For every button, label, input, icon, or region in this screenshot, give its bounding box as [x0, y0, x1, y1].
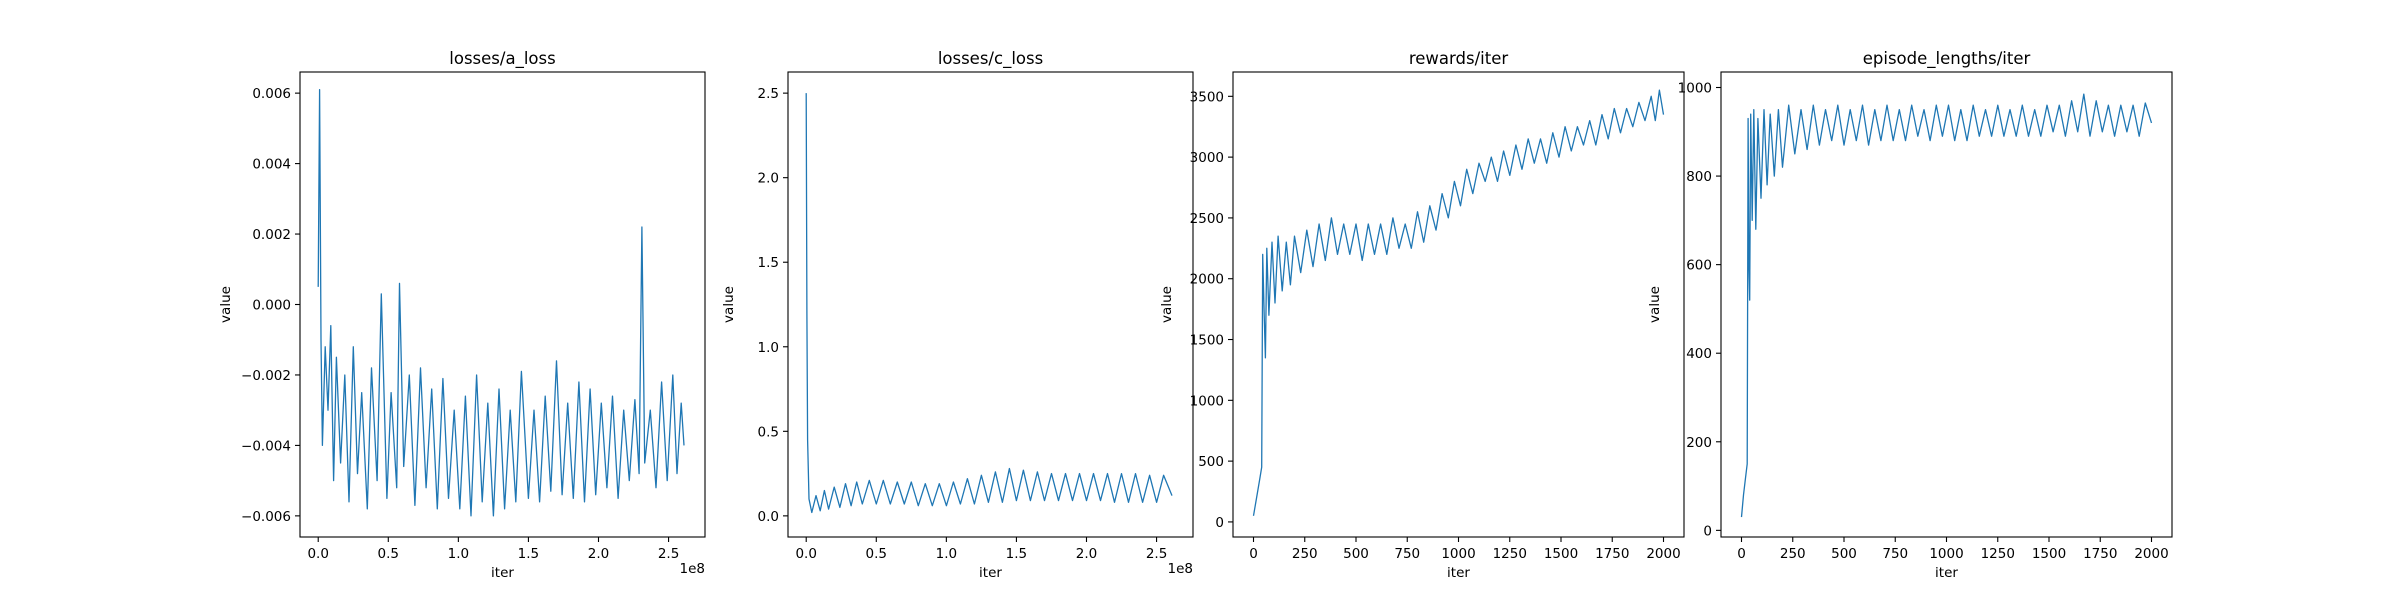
- chart-panel-1: losses/a_loss 0.0 0.5 1.0 1.5 2.0 2.5 −0.006 −0.…: [218, 49, 706, 581]
- y-axis-label: value: [1159, 286, 1175, 323]
- y-tick-label: 0.004: [252, 157, 291, 173]
- x-tick-label: 1250: [1981, 546, 2015, 562]
- x-tick-label: 2000: [2134, 546, 2168, 562]
- x-tick-label: 500: [1343, 546, 1369, 562]
- chart-panel-2: losses/c_loss 0.0 0.5 1.0 1.5 2.0 2.5 0.0 0.5 1.0…: [721, 49, 1194, 581]
- x-offset-label: 1e8: [1168, 561, 1193, 577]
- x-tick-label: 0.0: [795, 546, 816, 562]
- x-tick-label: 0.5: [378, 546, 399, 562]
- y-axis-label: value: [1647, 286, 1663, 323]
- x-tick-label: 1.0: [448, 546, 469, 562]
- x-tick-label: 2.0: [1076, 546, 1097, 562]
- x-tick-label: 1.5: [518, 546, 539, 562]
- y-tick-label: 1500: [1190, 333, 1224, 349]
- y-tick-label: 400: [1686, 346, 1712, 362]
- x-tick-label: 1.0: [936, 546, 957, 562]
- x-tick-label: 750: [1394, 546, 1420, 562]
- x-tick-label: 1500: [1544, 546, 1578, 562]
- x-tick-label: 0: [1249, 546, 1258, 562]
- y-tick-label: 2500: [1190, 211, 1224, 227]
- chart-panel-4: episode_lengths/iter 0 250 500 750 1000 1250 15…: [1647, 49, 2173, 581]
- y-tick-label: −0.006: [241, 509, 291, 525]
- y-tick-label: 0.006: [252, 86, 291, 102]
- y-tick-label: 2.5: [758, 86, 779, 102]
- x-tick-label: 1000: [1441, 546, 1475, 562]
- x-tick-label: 1750: [2083, 546, 2117, 562]
- x-axis-label: iter: [491, 565, 514, 581]
- x-tick-label: 250: [1292, 546, 1318, 562]
- x-tick-label: 250: [1780, 546, 1806, 562]
- y-tick-label: 0: [1703, 523, 1712, 539]
- x-tick-label: 2.0: [588, 546, 609, 562]
- y-tick-label: 2000: [1190, 272, 1224, 288]
- y-axis-label: value: [721, 286, 737, 323]
- y-tick-label: −0.002: [241, 368, 291, 384]
- series-line: [1252, 89, 1665, 516]
- x-tick-label: 1750: [1595, 546, 1629, 562]
- x-tick-label: 500: [1831, 546, 1857, 562]
- y-tick-label: 0.000: [252, 298, 291, 314]
- x-tick-label: 0.5: [866, 546, 887, 562]
- y-tick-label: 0: [1215, 515, 1224, 531]
- x-axis-label: iter: [1447, 565, 1470, 581]
- y-tick-label: 800: [1686, 169, 1712, 185]
- x-tick-label: 2.5: [658, 546, 679, 562]
- chart-title: losses/a_loss: [449, 49, 555, 69]
- chart-panel-3: rewards/iter 0 250 500 750 1000 1250 1500 1750 20…: [1159, 49, 1685, 581]
- y-tick-label: 1000: [1190, 393, 1224, 409]
- y-axis-label: value: [218, 286, 234, 323]
- y-tick-label: 0.5: [758, 424, 779, 440]
- chart-title: rewards/iter: [1409, 49, 1509, 68]
- x-tick-label: 1.5: [1006, 546, 1027, 562]
- series-line: [1740, 93, 2153, 518]
- x-tick-label: 0: [1737, 546, 1746, 562]
- y-tick-label: 3000: [1190, 150, 1224, 166]
- x-tick-label: 1250: [1493, 546, 1527, 562]
- x-axis-label: iter: [1935, 565, 1958, 581]
- y-tick-label: 1000: [1678, 81, 1712, 97]
- y-tick-label: 3500: [1190, 89, 1224, 105]
- chart-title: episode_lengths/iter: [1863, 49, 2031, 69]
- y-tick-label: 0.002: [252, 227, 291, 243]
- y-tick-label: −0.004: [241, 438, 291, 454]
- x-axis-label: iter: [979, 565, 1002, 581]
- axes-frame: [787, 71, 1194, 538]
- x-tick-label: 2000: [1646, 546, 1680, 562]
- y-tick-label: 0.0: [758, 509, 779, 525]
- x-tick-label: 1500: [2032, 546, 2066, 562]
- y-tick-label: 1.0: [758, 340, 779, 356]
- x-tick-label: 0.0: [307, 546, 328, 562]
- y-tick-label: 500: [1198, 454, 1224, 470]
- series-line: [805, 93, 1173, 514]
- x-tick-label: 750: [1882, 546, 1908, 562]
- y-tick-label: 1.5: [758, 255, 779, 271]
- series-line: [317, 88, 685, 517]
- chart-title: losses/c_loss: [938, 49, 1043, 69]
- x-tick-label: 1000: [1929, 546, 1963, 562]
- x-offset-label: 1e8: [680, 561, 705, 577]
- y-tick-label: 2.0: [758, 171, 779, 187]
- x-tick-label: 2.5: [1146, 546, 1167, 562]
- y-tick-label: 200: [1686, 435, 1712, 451]
- y-tick-label: 600: [1686, 258, 1712, 274]
